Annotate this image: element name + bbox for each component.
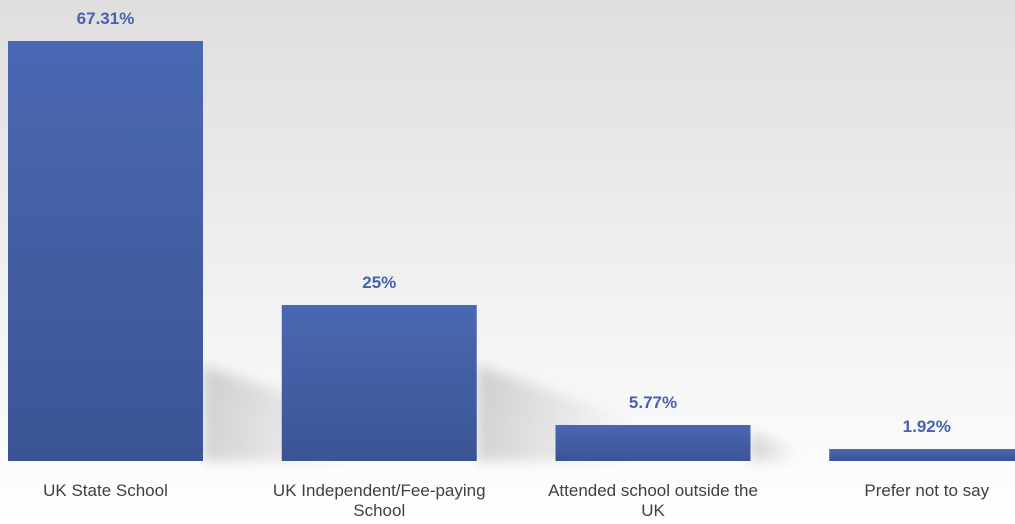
value-label-uk-state-school: 67.31%: [77, 9, 135, 28]
bars-group: [8, 41, 1015, 461]
bar-uk-independent-fee-paying-school: [281, 305, 477, 461]
bar-attended-school-outside-the-uk: [555, 424, 751, 461]
category-label-prefer-not-to-say: Prefer not to say: [864, 481, 989, 500]
value-label-attended-school-outside-the-uk: 5.77%: [629, 393, 677, 412]
category-label-line: Prefer not to say: [864, 481, 989, 500]
category-label-uk-state-school: UK State School: [43, 481, 168, 500]
category-label-line: UK State School: [43, 481, 168, 500]
category-label-line: UK Independent/Fee-paying: [273, 481, 486, 500]
category-label-uk-independent-fee-paying-school: UK Independent/Fee-paying School: [273, 481, 486, 520]
category-label-line: UK: [641, 501, 665, 520]
category-label-line: Attended school outside the: [548, 481, 758, 500]
bar-prefer-not-to-say: [829, 449, 1015, 461]
category-label-line: School: [353, 501, 405, 520]
bar-uk-state-school: [8, 41, 203, 461]
value-label-prefer-not-to-say: 1.92%: [903, 417, 951, 436]
category-labels-group: UK State School UK Independent/Fee-paying…: [43, 481, 989, 520]
category-label-attended-school-outside-the-uk: Attended school outside the UK: [548, 481, 758, 520]
value-label-uk-independent-fee-paying-school: 25%: [362, 273, 396, 292]
bar-shadow-attended-school-outside-the-uk: [750, 432, 798, 461]
value-labels-group: 67.31% 25% 5.77% 1.92%: [77, 9, 951, 436]
